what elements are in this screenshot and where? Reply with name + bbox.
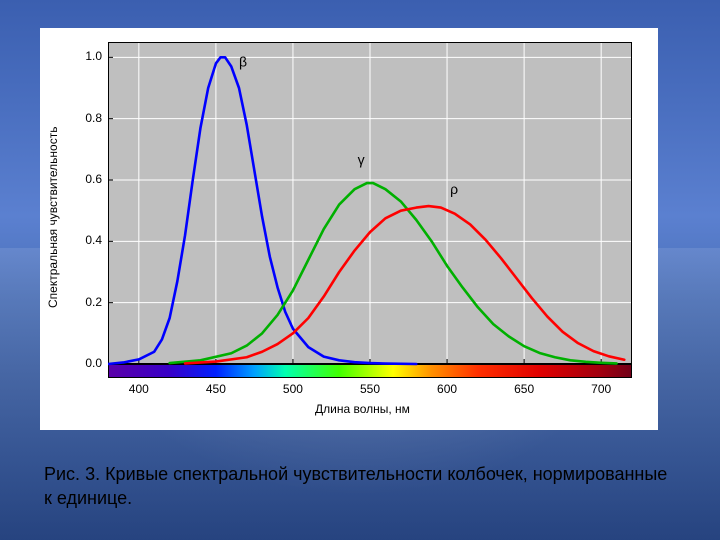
x-tick: 600 bbox=[427, 382, 467, 396]
cone-sensitivity-chart: β γ ρ bbox=[108, 42, 632, 378]
x-axis-label: Длина волны, нм bbox=[315, 402, 410, 416]
x-tick: 400 bbox=[119, 382, 159, 396]
series-label-rho: ρ bbox=[450, 181, 458, 197]
y-axis-label: Спектральная чувствительность bbox=[46, 127, 60, 308]
x-tick: 700 bbox=[581, 382, 621, 396]
series-label-beta: β bbox=[239, 54, 247, 70]
y-tick: 0.2 bbox=[72, 295, 102, 309]
y-tick: 0.0 bbox=[72, 356, 102, 370]
y-tick: 1.0 bbox=[72, 49, 102, 63]
series-label-gamma: γ bbox=[358, 152, 365, 168]
x-tick: 500 bbox=[273, 382, 313, 396]
chart-card: β γ ρ 400 450 500 550 600 650 700 0.0 0.2 0.4 0.6 0.… bbox=[40, 28, 658, 430]
slide-background: β γ ρ 400 450 500 550 600 650 700 0.0 0.2 0.4 0.6 0.… bbox=[0, 0, 720, 540]
x-tick: 550 bbox=[350, 382, 390, 396]
figure-caption: Рис. 3. Кривые спектральной чувствительн… bbox=[44, 462, 676, 511]
y-tick: 0.8 bbox=[72, 111, 102, 125]
x-tick: 450 bbox=[196, 382, 236, 396]
x-tick: 650 bbox=[504, 382, 544, 396]
y-tick: 0.4 bbox=[72, 233, 102, 247]
y-tick: 0.6 bbox=[72, 172, 102, 186]
